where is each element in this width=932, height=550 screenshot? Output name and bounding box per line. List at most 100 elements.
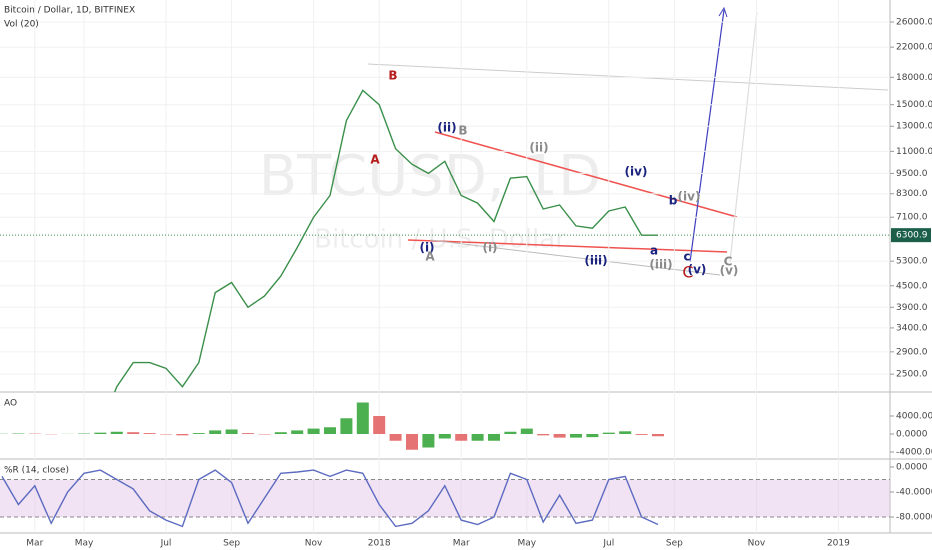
wave-label: c (683, 250, 690, 264)
projection-arrow (689, 9, 725, 263)
pane (0, 21, 890, 392)
bar (324, 427, 336, 435)
bar (192, 433, 205, 435)
x-tick-label: Nov (305, 539, 323, 549)
y-tick-label: 13000.0 (896, 122, 932, 132)
bar (209, 430, 222, 435)
y-tick-label: 15000.0 (896, 100, 932, 110)
bar (406, 434, 418, 450)
trend-line (429, 239, 721, 276)
bar (307, 428, 320, 435)
y-tick-label: 8300.0 (896, 189, 928, 199)
bar (225, 429, 238, 435)
wave-label: (v) (688, 263, 707, 277)
last-price-label: 6300.9 (896, 231, 928, 241)
wave-label: (i) (419, 241, 434, 255)
wave-label: b (669, 194, 678, 208)
wave-label: a (650, 244, 658, 258)
watermark: BTCUSD, 1D (259, 144, 601, 209)
x-tick-label: 2019 (827, 539, 850, 549)
bar (520, 428, 533, 435)
wave-label: (i) (482, 241, 497, 255)
arrow-head (718, 6, 728, 18)
x-tick-label: 2018 (368, 539, 391, 549)
y-tick-label: 9500.0 (896, 169, 928, 179)
y-tick-label: -80.0000 (896, 513, 932, 523)
bar (504, 431, 517, 435)
bar (635, 434, 648, 435)
y-tick-label: 2500.0 (896, 370, 928, 380)
x-tick-label: Nov (748, 539, 766, 549)
wave-label: (ii) (437, 121, 456, 135)
series-line (1, 469, 659, 528)
y-tick-label: 18000.0 (896, 73, 932, 83)
wave-label: A (370, 153, 380, 167)
bar (389, 434, 402, 441)
bar (373, 416, 386, 435)
x-tick-label: Mar (453, 539, 470, 549)
trend-line (434, 131, 738, 218)
x-tick-label: Jul (602, 539, 614, 549)
watermark-subtitle: Bitcoin / U.S. Dollar (314, 225, 566, 255)
x-tick-label: Sep (666, 539, 683, 549)
y-tick-label: 11000.0 (896, 147, 932, 157)
bar (127, 432, 140, 435)
x-tick-label: Jul (160, 539, 172, 549)
y-tick-label: 0.0000 (896, 430, 928, 440)
y-tick-label: 0.0000 (896, 463, 928, 473)
bar (537, 434, 550, 436)
series-line (113, 89, 658, 392)
bar (553, 434, 566, 438)
bar (94, 432, 107, 435)
y-tick-label: 7100.0 (896, 213, 928, 223)
bar (602, 432, 615, 435)
bar (619, 431, 632, 435)
pane (0, 469, 890, 528)
bar (438, 434, 451, 439)
y-tick-label: -4000.0000 (896, 448, 932, 458)
wave-label: (iv) (678, 190, 701, 204)
wave-label: B (458, 124, 467, 138)
bar (291, 430, 304, 435)
y-tick-label: 26000.0 (896, 18, 932, 28)
wave-label: A (425, 250, 435, 264)
last-price-box (891, 228, 931, 243)
bar (356, 402, 369, 435)
bar (242, 433, 254, 435)
x-tick-label: May (517, 539, 536, 549)
bar (455, 434, 468, 441)
x-tick-label: Sep (223, 539, 240, 549)
bar (471, 434, 484, 441)
wave-label: C (724, 255, 733, 269)
pane-title: Bitcoin / Dollar, 1D, BITFINEX (4, 6, 135, 16)
pane-subtitle: Vol (20) (4, 20, 39, 30)
pane-title: AO (4, 399, 17, 409)
y-tick-label: 3400.0 (896, 323, 928, 333)
bar (586, 434, 599, 438)
x-tick-label: Mar (26, 539, 43, 549)
bar (176, 434, 189, 436)
y-tick-label: 22000.0 (896, 43, 932, 53)
wave-label: (v) (720, 264, 739, 278)
bar (110, 431, 123, 435)
wave-label: (iii) (649, 258, 672, 272)
pane-title: %R (14, close) (4, 466, 69, 476)
bar (143, 433, 156, 435)
projection-arrow (729, 11, 758, 263)
wave-label: (ii) (529, 141, 548, 155)
bar (422, 434, 435, 448)
wave-label: C (682, 263, 693, 282)
x-tick-label: May (75, 539, 94, 549)
bar (652, 434, 664, 437)
bar (488, 434, 500, 441)
y-tick-label: 5300.0 (896, 257, 928, 267)
y-tick-label: -40.0000 (896, 488, 932, 498)
wave-label: (iii) (584, 254, 607, 268)
bar (274, 432, 287, 435)
y-tick-label: 4500.0 (896, 281, 928, 291)
y-tick-label: 4000.0000 (896, 412, 932, 422)
y-tick-label: 3900.0 (896, 303, 928, 313)
wave-label: B (388, 69, 397, 83)
